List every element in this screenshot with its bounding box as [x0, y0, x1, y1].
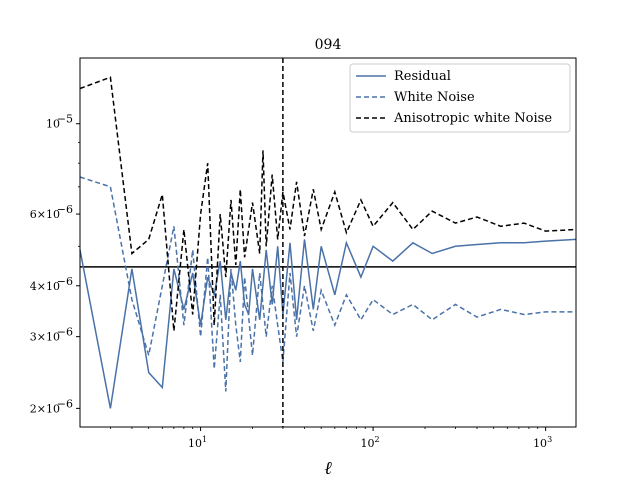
x-axis-label: ℓ — [324, 458, 332, 479]
axes-frame — [79, 57, 577, 428]
series-line-white-noise — [79, 176, 576, 392]
x-axis: 101 102 103 — [109, 427, 552, 450]
y-tick-exponent: −6 — [57, 275, 73, 288]
plot-area — [79, 58, 577, 427]
y-tick-exponent: −6 — [57, 397, 73, 410]
y-tick-label: 3×10 — [30, 331, 60, 344]
legend-label-anisotropic-white-noise: Anisotropic white Noise — [393, 111, 552, 126]
y-tick-label: 4×10 — [30, 280, 60, 293]
y-tick-label: 2×10 — [30, 402, 60, 415]
y-tick-exponent: −6 — [57, 326, 73, 339]
series-line-residual — [79, 238, 577, 409]
y-tick-exponent: −5 — [57, 113, 73, 126]
y-axis: 2×10−63×10−64×10−66×10−610−5 — [30, 113, 80, 415]
legend-box — [349, 63, 571, 133]
x-tick-label: 102 — [361, 435, 380, 450]
x-tick-label: 101 — [188, 435, 207, 450]
chart-title: 094 — [315, 37, 342, 53]
legend: Residual White Noise Anisotropic white Noi… — [349, 63, 571, 133]
legend-label-white-noise: White Noise — [394, 90, 475, 105]
legend-label-residual: Residual — [394, 69, 451, 84]
y-tick-label: 10 — [46, 118, 60, 131]
y-tick-label: 6×10 — [30, 208, 60, 221]
series-line-anisotropic-white-noise — [79, 76, 577, 331]
x-tick-label: 103 — [533, 435, 552, 450]
y-tick-exponent: −6 — [57, 203, 73, 216]
